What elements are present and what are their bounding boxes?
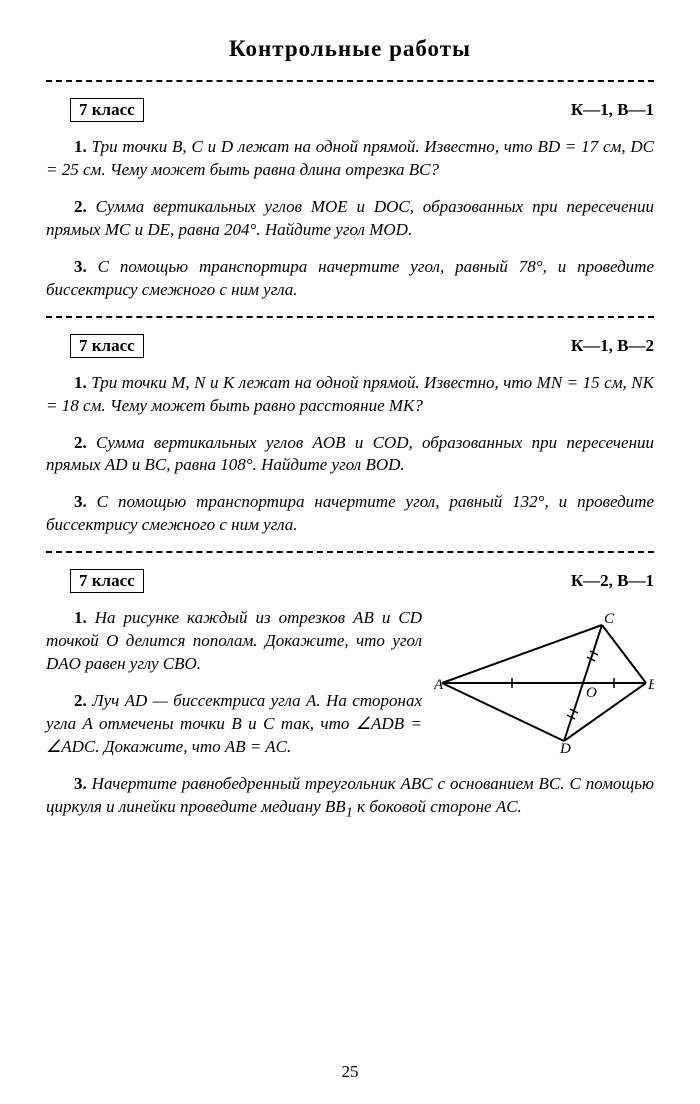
problem-1-1: 1. Три точки B, C и D лежат на одной пря… bbox=[46, 136, 654, 182]
subscript: 1 bbox=[346, 804, 353, 820]
separator bbox=[46, 551, 654, 553]
problem-number: 2. bbox=[74, 691, 87, 710]
problem-number: 3. bbox=[74, 774, 87, 793]
kb-label: К—2, В—1 bbox=[571, 571, 654, 591]
problem-number: 1. bbox=[74, 373, 87, 392]
label-D: D bbox=[559, 741, 571, 753]
section3-textcol: 1. На рисунке каждый из отрезков AB и CD… bbox=[46, 607, 422, 773]
page: Контрольные работы 7 класс К—1, В—1 1. Т… bbox=[0, 0, 700, 1104]
separator bbox=[46, 316, 654, 318]
problem-1-2: 2. Сумма вертикальных углов MOE и DOC, о… bbox=[46, 196, 654, 242]
figure-svg: A B C D O bbox=[434, 613, 654, 753]
problem-text: Луч AD — биссектриса угла A. На сторонах… bbox=[46, 691, 422, 756]
geometry-figure: A B C D O bbox=[434, 607, 654, 758]
problem-3-1: 1. На рисунке каждый из отрезков AB и CD… bbox=[46, 607, 422, 676]
problem-number: 3. bbox=[74, 492, 87, 511]
problem-text: С помощью транспортира начертите угол, р… bbox=[46, 257, 654, 299]
separator bbox=[46, 80, 654, 82]
kb-label: К—1, В—2 bbox=[571, 336, 654, 356]
section-header-2: 7 класс К—1, В—2 bbox=[46, 334, 654, 358]
problem-2-3: 3. С помощью транспортира начертите угол… bbox=[46, 491, 654, 537]
problem-text: Сумма вертикальных углов AOB и COD, обра… bbox=[46, 433, 654, 475]
grade-box: 7 класс bbox=[70, 569, 144, 593]
problem-number: 2. bbox=[74, 197, 87, 216]
section3-flex: 1. На рисунке каждый из отрезков AB и CD… bbox=[46, 607, 654, 773]
main-title: Контрольные работы bbox=[46, 36, 654, 62]
problem-1-3: 3. С помощью транспортира начертите угол… bbox=[46, 256, 654, 302]
page-number: 25 bbox=[0, 1062, 700, 1082]
problem-2-2: 2. Сумма вертикальных углов AOB и COD, о… bbox=[46, 432, 654, 478]
problem-text: С помощью транспортира начертите угол, р… bbox=[46, 492, 654, 534]
problem-text: Три точки B, C и D лежат на одной прямой… bbox=[46, 137, 654, 179]
section-header-1: 7 класс К—1, В—1 bbox=[46, 98, 654, 122]
kb-label: К—1, В—1 bbox=[571, 100, 654, 120]
problem-number: 3. bbox=[74, 257, 87, 276]
problem-number: 1. bbox=[74, 137, 87, 156]
problem-number: 2. bbox=[74, 433, 87, 452]
problem-text: Три точки M, N и K лежат на одной прямой… bbox=[46, 373, 654, 415]
problem-text: На рисунке каждый из отрезков AB и CD то… bbox=[46, 608, 422, 673]
problem-number: 1. bbox=[74, 608, 87, 627]
problem-text: Сумма вертикальных углов MOE и DOC, обра… bbox=[46, 197, 654, 239]
problem-3-3: 3. Начертите равнобедренный треугольник … bbox=[46, 773, 654, 822]
label-B: B bbox=[648, 677, 654, 693]
problem-text-b: к боковой стороне AC. bbox=[353, 797, 522, 816]
problem-3-2: 2. Луч AD — биссектриса угла A. На сторо… bbox=[46, 690, 422, 759]
grade-box: 7 класс bbox=[70, 98, 144, 122]
problem-2-1: 1. Три точки M, N и K лежат на одной пря… bbox=[46, 372, 654, 418]
label-A: A bbox=[434, 677, 444, 693]
label-C: C bbox=[604, 613, 615, 627]
label-O: O bbox=[586, 685, 597, 701]
grade-box: 7 класс bbox=[70, 334, 144, 358]
section-header-3: 7 класс К—2, В—1 bbox=[46, 569, 654, 593]
